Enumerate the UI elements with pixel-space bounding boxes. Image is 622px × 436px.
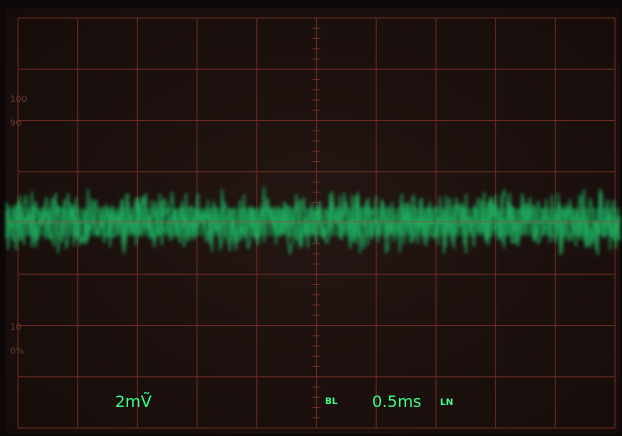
trigger-source: LN — [440, 398, 453, 408]
time-per-div: 0.5ms — [372, 392, 421, 411]
graticule-label: 90 — [10, 119, 22, 129]
volts-per-div: 2mṼ — [115, 392, 152, 411]
graticule-label: 10 — [10, 323, 22, 333]
graticule-label: 0% — [10, 347, 25, 357]
bandwidth-limit: BL — [325, 397, 338, 407]
graticule-label: 100 — [10, 95, 27, 105]
